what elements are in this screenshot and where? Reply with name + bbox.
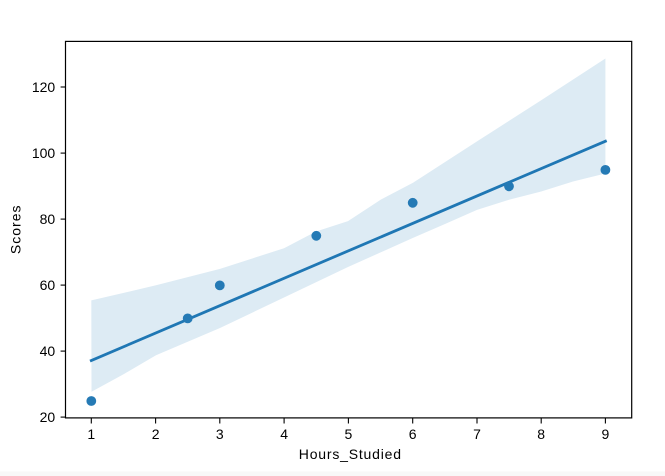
svg-text:6: 6 [409,426,417,442]
svg-text:60: 60 [40,277,56,293]
svg-text:3: 3 [216,426,224,442]
svg-text:80: 80 [40,211,56,227]
svg-text:Hours_Studied: Hours_Studied [299,446,402,462]
svg-text:7: 7 [473,426,481,442]
svg-text:Scores: Scores [8,205,24,255]
svg-text:20: 20 [40,409,56,425]
svg-text:120: 120 [32,79,56,95]
svg-text:100: 100 [32,145,56,161]
svg-text:40: 40 [40,343,56,359]
svg-text:2: 2 [152,426,160,442]
svg-text:4: 4 [280,426,288,442]
svg-text:5: 5 [345,426,353,442]
svg-text:1: 1 [87,426,95,442]
svg-text:9: 9 [602,426,610,442]
svg-text:8: 8 [537,426,545,442]
